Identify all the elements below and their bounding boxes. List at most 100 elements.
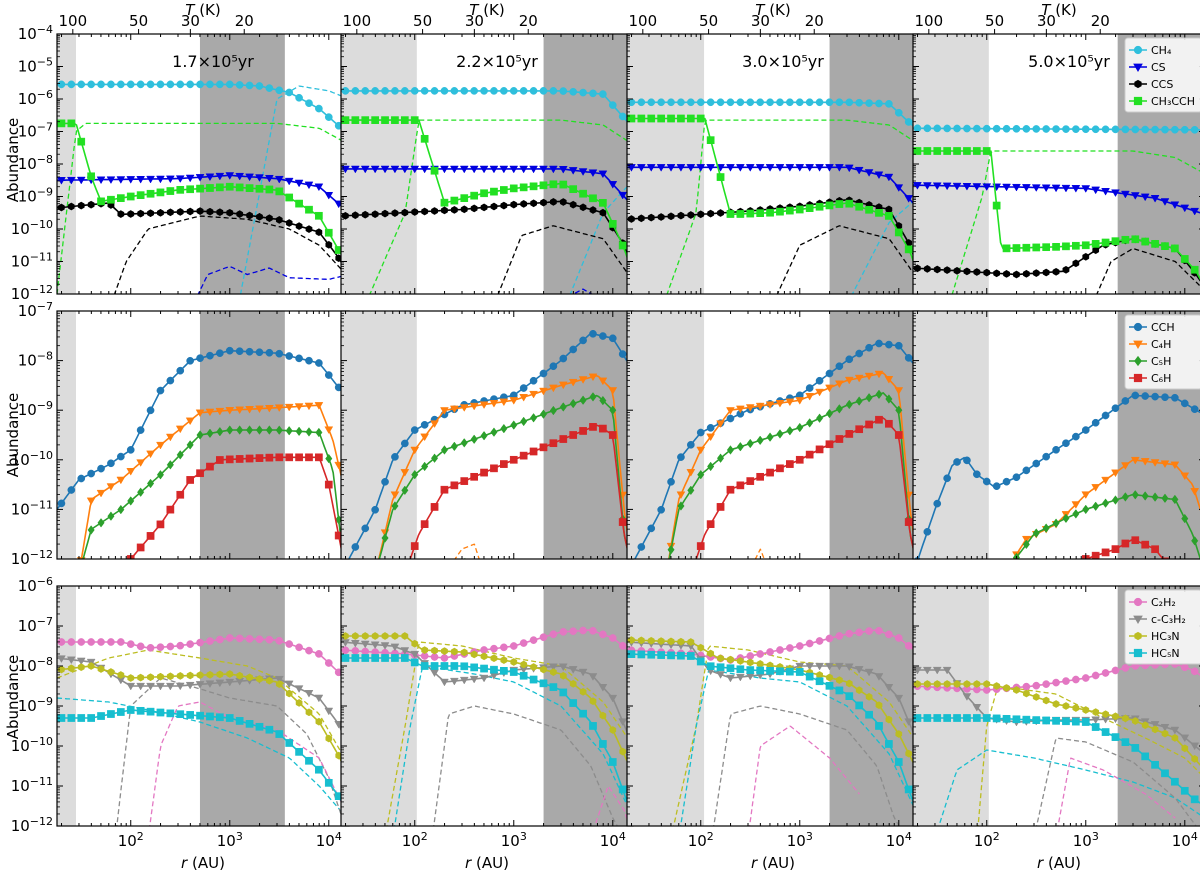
data-point-C6H xyxy=(599,424,607,433)
top-axis-label: T (K) xyxy=(469,1,504,19)
data-point-CCH xyxy=(285,352,294,360)
data-point-CH3CCH xyxy=(206,184,214,192)
data-point-C5H xyxy=(579,395,587,405)
data-point-CCH xyxy=(1032,459,1041,468)
data-point-CH3CCH xyxy=(1002,244,1011,253)
data-point-C5H xyxy=(186,440,194,450)
data-point-CH4 xyxy=(235,81,244,89)
data-point-HC3N xyxy=(619,747,627,756)
data-point-C4H xyxy=(874,370,884,379)
data-point-CS xyxy=(489,165,499,174)
data-point-C6H xyxy=(706,520,715,528)
data-point-CCH xyxy=(894,341,903,350)
data-point-CH4 xyxy=(116,80,125,89)
data-point-HC3N xyxy=(500,656,508,664)
data-point-CCH xyxy=(176,366,185,375)
data-point-C5H xyxy=(1111,495,1120,505)
data-point-HC5N xyxy=(166,709,175,718)
data-point-HC5N xyxy=(519,671,528,680)
data-point-HC3N xyxy=(137,673,145,682)
data-point-C6H xyxy=(736,481,745,490)
data-point-CS xyxy=(618,191,628,200)
data-point-CCS xyxy=(520,200,528,208)
x-tick-label: 103 xyxy=(787,830,813,850)
data-point-C6H xyxy=(470,472,479,481)
data-point-CH4 xyxy=(410,87,419,95)
data-point-HC5N xyxy=(1052,717,1060,725)
age-label: 1.7×10⁵yr xyxy=(172,52,254,71)
data-point-HC3N xyxy=(107,668,115,676)
data-point-CS xyxy=(400,165,410,174)
data-point-CH4 xyxy=(696,98,705,107)
data-point-HC5N xyxy=(943,714,951,722)
data-point-CCS xyxy=(717,209,724,217)
data-point-HC3N xyxy=(973,680,981,688)
data-point-C6H xyxy=(490,464,498,473)
data-point-CCH xyxy=(569,345,578,354)
data-point-cC3H2 xyxy=(390,643,400,652)
y-tick-label: 10−12 xyxy=(11,548,53,568)
data-point-CCS xyxy=(351,211,359,220)
data-point-C2H2 xyxy=(559,627,568,636)
data-point-C2H2 xyxy=(1062,677,1070,685)
data-point-C4H xyxy=(1160,460,1170,469)
data-point-CCS xyxy=(559,198,567,206)
data-point-cC3H2 xyxy=(1180,734,1190,743)
data-point-HC5N xyxy=(156,708,165,717)
data-point-CH4 xyxy=(539,87,548,95)
data-point-C5H xyxy=(716,453,725,463)
data-point-C5H xyxy=(246,425,254,435)
data-point-CCS xyxy=(933,265,941,274)
data-point-CCH xyxy=(933,499,942,508)
data-point-C5H xyxy=(1082,504,1090,515)
data-point-CCS xyxy=(707,209,715,218)
data-point-cC3H2 xyxy=(735,673,745,682)
data-point-CH4 xyxy=(265,84,274,92)
data-point-HC3N xyxy=(216,670,224,679)
data-point-cC3H2 xyxy=(588,673,598,681)
data-point-cC3H2 xyxy=(618,718,628,726)
data-point-CCS xyxy=(953,266,961,275)
legend-label: C₂H₂ xyxy=(1151,596,1176,609)
data-point-CCS xyxy=(67,202,75,211)
legend-box xyxy=(1124,314,1200,390)
data-point-CS xyxy=(1091,186,1101,195)
data-point-CCH xyxy=(275,349,284,358)
data-point-C4H xyxy=(314,402,324,410)
data-point-CCS xyxy=(490,202,498,211)
data-point-C4H xyxy=(558,381,568,390)
data-point-C5H xyxy=(480,430,488,441)
y-tick-label: 10−8 xyxy=(18,350,53,370)
data-point-C6H xyxy=(1131,536,1140,545)
data-point-C5H xyxy=(216,426,224,437)
data-point-cC3H2 xyxy=(449,677,459,686)
data-point-HC5N xyxy=(440,662,449,670)
data-point-CS xyxy=(1041,184,1051,193)
data-point-CS xyxy=(509,165,519,174)
data-point-C6H xyxy=(1101,548,1110,557)
data-point-CH4 xyxy=(569,87,578,96)
x-tick-label: 104 xyxy=(1172,830,1198,850)
data-point-HC3N xyxy=(87,662,95,670)
data-point-CS xyxy=(765,164,775,172)
data-point-C2H2 xyxy=(126,640,135,648)
data-point-C6H xyxy=(216,456,224,464)
data-point-CS xyxy=(874,171,884,180)
data-point-CCH xyxy=(1111,404,1120,413)
data-point-HC3N xyxy=(1151,725,1159,734)
data-point-HC5N xyxy=(855,701,864,710)
data-point-HC5N xyxy=(618,785,627,794)
data-point-CCS xyxy=(1022,269,1030,278)
data-point-CH3CCH xyxy=(972,147,981,155)
panels-layer: 10−12 10−11 10−10 10−9 10−8 10−7 10−6 10−5 10−4 1… xyxy=(11,1,1200,871)
legend-label: HC₅N xyxy=(1151,647,1180,660)
data-point-CS xyxy=(215,172,225,181)
data-point-CH4 xyxy=(1131,125,1140,134)
data-point-CS xyxy=(706,164,716,172)
data-point-cC3H2 xyxy=(558,663,568,672)
data-point-CH4 xyxy=(126,80,135,89)
data-point-C2H2 xyxy=(805,639,814,648)
data-point-C6H xyxy=(519,451,528,460)
data-point-CH4 xyxy=(637,98,646,107)
data-point-CCH xyxy=(1091,418,1100,427)
